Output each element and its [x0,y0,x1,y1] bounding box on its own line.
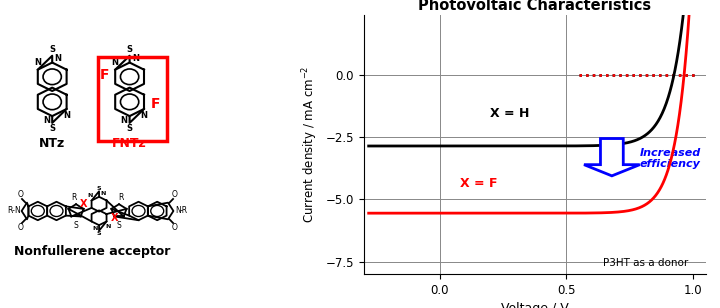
Text: O: O [171,190,177,199]
Text: FNTz: FNTz [112,137,147,150]
Text: S: S [127,124,132,133]
Text: N: N [101,191,107,196]
Text: O: O [17,223,24,232]
Text: S: S [117,221,122,230]
Text: Nonfullerene acceptor: Nonfullerene acceptor [14,245,170,258]
X-axis label: Voltage / V: Voltage / V [500,302,569,308]
Text: N: N [112,58,119,67]
Text: S: S [49,124,55,133]
Text: N: N [92,226,97,231]
Text: S: S [49,45,55,55]
Text: N: N [14,206,20,216]
Text: X = F: X = F [460,177,498,190]
Text: O: O [171,223,177,232]
Text: X: X [110,213,118,223]
Text: P3HT as a donor: P3HT as a donor [603,258,688,268]
Text: N: N [34,58,41,67]
Title: Photovoltaic Characteristics: Photovoltaic Characteristics [418,0,651,13]
Text: N: N [132,54,139,63]
Text: R-: R- [7,206,15,216]
Text: F: F [99,68,109,82]
Text: X = H: X = H [490,107,530,120]
Text: S: S [96,186,102,191]
Text: N: N [175,206,181,216]
Text: F: F [150,96,160,111]
Text: S: S [96,231,102,236]
Text: R: R [71,193,77,202]
Text: R: R [118,193,124,202]
Text: Increased
efficiency: Increased efficiency [640,148,701,169]
Text: -R: -R [180,206,188,216]
Text: N: N [63,111,71,120]
FancyArrow shape [584,139,640,176]
Text: N: N [140,111,148,120]
Text: N: N [120,116,127,125]
Text: S: S [73,221,78,230]
Text: N: N [105,224,110,229]
Text: N: N [55,54,62,63]
Y-axis label: Current density / mA cm$^{-2}$: Current density / mA cm$^{-2}$ [300,66,320,224]
Text: N: N [42,116,50,125]
Text: X: X [80,199,88,209]
Text: N: N [88,193,93,198]
Text: NTz: NTz [39,137,66,150]
Text: S: S [127,45,132,55]
Text: O: O [17,190,24,199]
